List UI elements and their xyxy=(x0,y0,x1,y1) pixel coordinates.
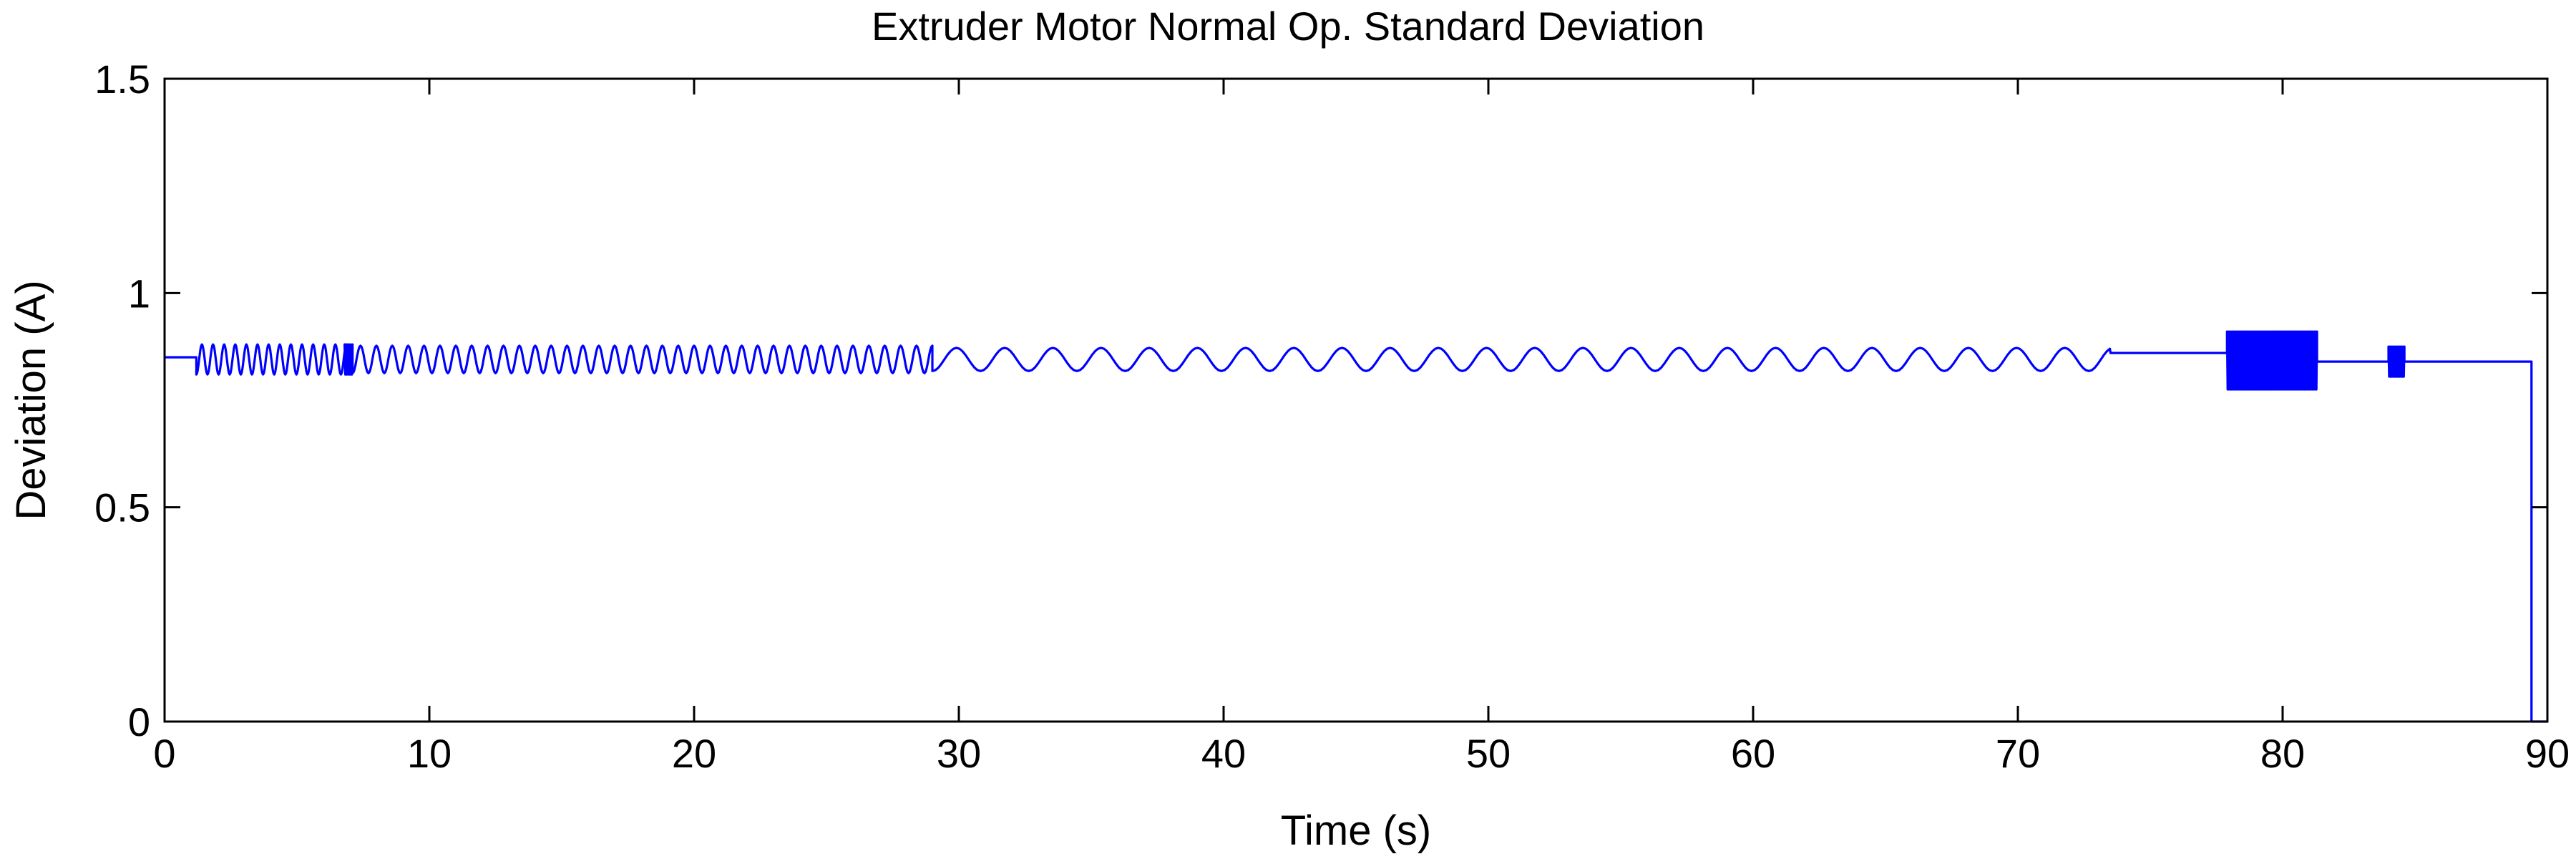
series-layer xyxy=(165,330,2547,723)
x-tick-label: 60 xyxy=(1731,731,1775,776)
chart-title: Extruder Motor Normal Op. Standard Devia… xyxy=(872,4,1704,49)
x-tick-label: 30 xyxy=(937,731,981,776)
y-tick-label: 0.5 xyxy=(94,485,150,530)
plot-frame xyxy=(163,77,2549,723)
y-tick-label: 1.5 xyxy=(94,57,150,102)
x-tick-label: 50 xyxy=(1466,731,1511,776)
x-tick-label: 90 xyxy=(2525,731,2570,776)
x-axis-label: Time (s) xyxy=(1281,807,1431,854)
y-tick-label: 0 xyxy=(128,699,150,744)
plot-area: 0 10 20 30 40 50 60 70 80 90 0 0.5 1 1.5 xyxy=(94,57,2570,776)
x-axis-ticks: 0 10 20 30 40 50 60 70 80 90 xyxy=(153,79,2570,776)
series-line xyxy=(165,330,2547,723)
x-tick-label: 20 xyxy=(672,731,716,776)
y-axis-label: Deviation (A) xyxy=(8,280,54,520)
x-tick-label: 10 xyxy=(407,731,452,776)
x-tick-label: 80 xyxy=(2260,731,2305,776)
x-tick-label: 70 xyxy=(1996,731,2040,776)
x-tick-label: 40 xyxy=(1201,731,1246,776)
x-tick-label: 0 xyxy=(153,731,175,776)
y-tick-label: 1 xyxy=(128,271,150,316)
y-axis-ticks: 0 0.5 1 1.5 xyxy=(94,57,2547,744)
